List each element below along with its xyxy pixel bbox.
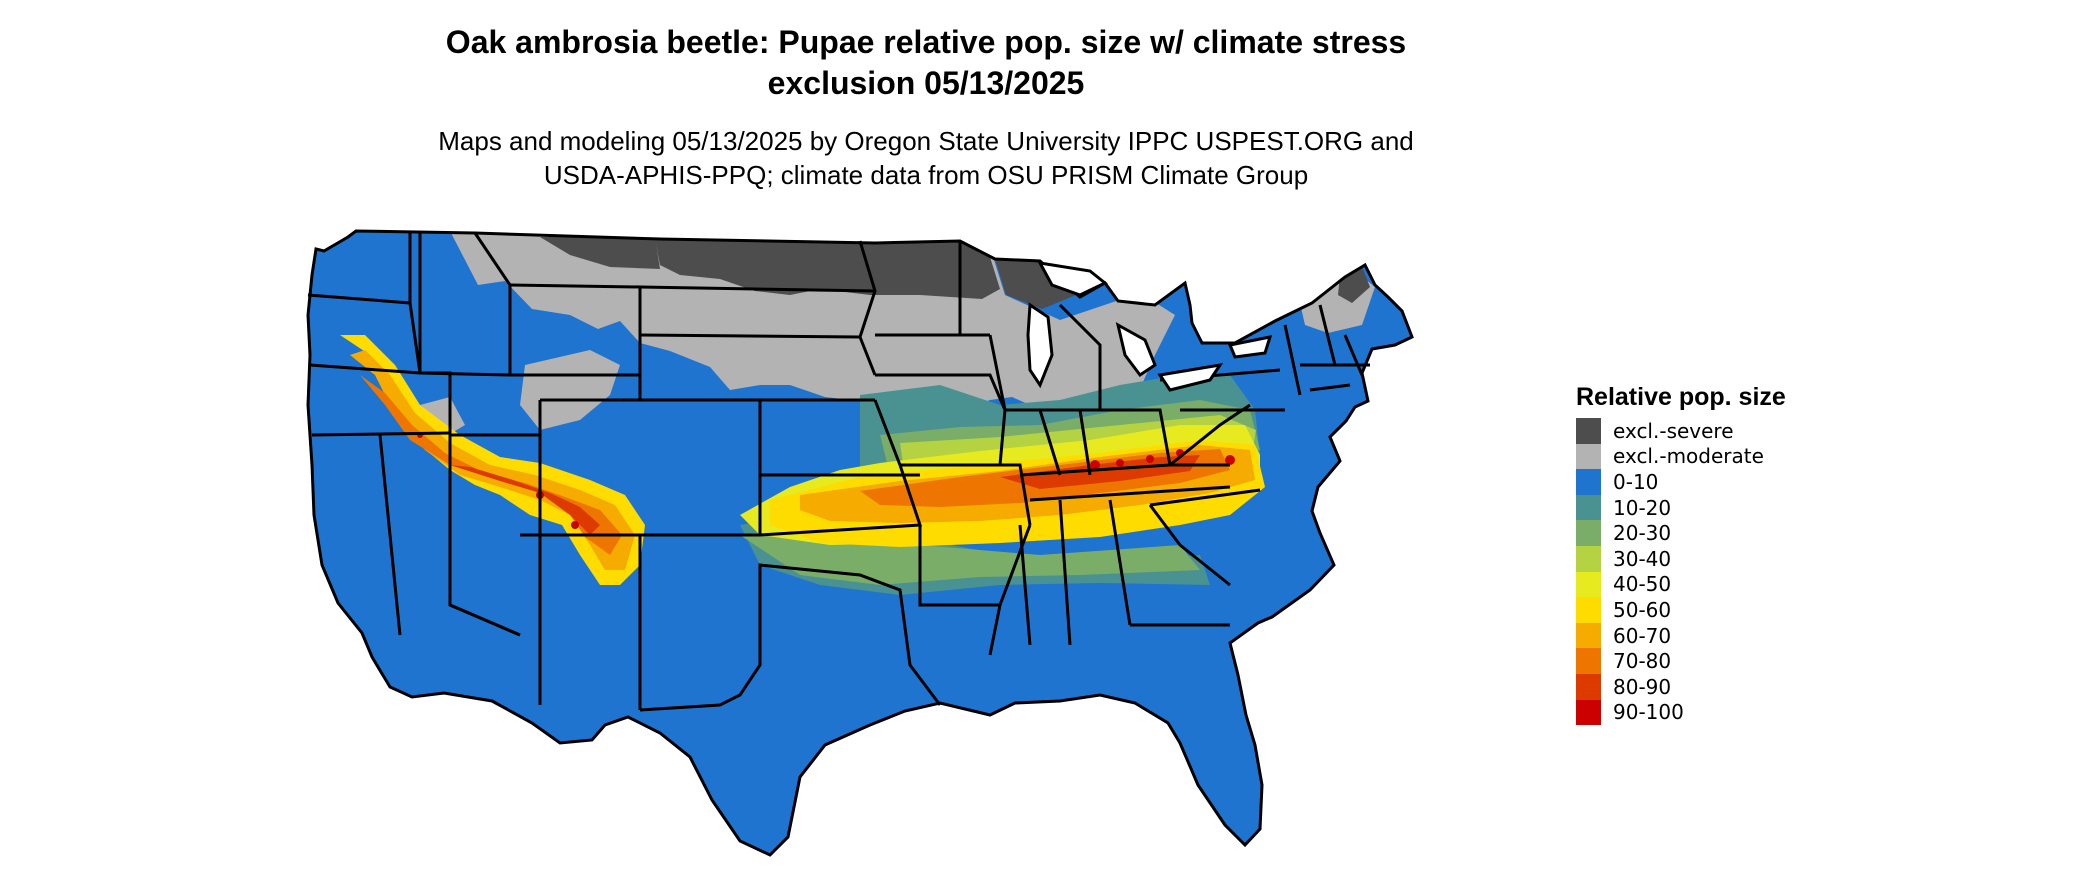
- map-title: Oak ambrosia beetle: Pupae relative pop.…: [0, 22, 1852, 104]
- state-borders: [306, 229, 1414, 857]
- legend-item: 60-70: [1576, 622, 2036, 649]
- legend-label: 10-20: [1613, 495, 1672, 520]
- map-subtitle: Maps and modeling 05/13/2025 by Oregon S…: [0, 124, 1852, 192]
- legend-item: 80-90: [1576, 673, 2036, 700]
- legend-swatch: [1576, 545, 1601, 572]
- legend-swatch: [1576, 699, 1601, 726]
- zone-80-90: [1000, 455, 1200, 489]
- zone-90-100: [417, 432, 1235, 529]
- legend-item: excl.-severe: [1576, 418, 2036, 444]
- legend-label: 0-10: [1613, 469, 1659, 494]
- legend-swatch: [1576, 469, 1601, 495]
- legend-label: 20-30: [1613, 521, 1672, 546]
- legend-label: 60-70: [1613, 623, 1672, 648]
- zone-southwest-warm: [340, 335, 645, 585]
- legend-label: 30-40: [1613, 546, 1672, 571]
- map-subtitle-line-2: USDA-APHIS-PPQ; climate data from OSU PR…: [543, 160, 1309, 190]
- legend-label: 40-50: [1613, 572, 1672, 597]
- legend-item: excl.-moderate: [1576, 443, 2036, 470]
- legend-item: 10-20: [1576, 494, 2036, 521]
- legend-label: excl.-severe: [1613, 418, 1734, 443]
- legend-item: 50-60: [1576, 597, 2036, 623]
- legend-item: 0-10: [1576, 469, 2036, 495]
- legend-swatch: [1576, 443, 1601, 470]
- legend-item: 40-50: [1576, 571, 2036, 598]
- great-lakes: [1026, 261, 1273, 392]
- us-map: [300, 225, 1540, 890]
- map-title-line-1: Oak ambrosia beetle: Pupae relative pop.…: [445, 24, 1407, 60]
- legend-swatch: [1576, 571, 1601, 598]
- legend-item: 20-30: [1576, 520, 2036, 546]
- legend-swatch: [1576, 597, 1601, 623]
- legend-swatch: [1576, 673, 1601, 700]
- map-subtitle-line-1: Maps and modeling 05/13/2025 by Oregon S…: [438, 126, 1414, 156]
- legend: Relative pop. size excl.-severe excl.-mod…: [1576, 380, 2036, 726]
- legend-label: 80-90: [1613, 674, 1672, 699]
- map-title-line-2: exclusion 05/13/2025: [767, 65, 1085, 101]
- legend-swatch: [1576, 648, 1601, 674]
- legend-label: 50-60: [1613, 597, 1672, 622]
- us-map-svg: [306, 229, 1414, 857]
- legend-swatch: [1576, 494, 1601, 521]
- legend-swatch: [1576, 418, 1601, 444]
- legend-label: 90-100: [1613, 700, 1684, 725]
- legend-item: 30-40: [1576, 545, 2036, 572]
- legend-label: 70-80: [1613, 649, 1672, 674]
- legend-title: Relative pop. size: [1576, 383, 1786, 411]
- legend-items: excl.-severe excl.-moderate 0-10 10-20 20-30…: [1576, 418, 2036, 726]
- legend-swatch: [1576, 520, 1601, 546]
- legend-item: 70-80: [1576, 648, 2036, 674]
- legend-item: 90-100: [1576, 699, 2036, 726]
- legend-label: excl.-moderate: [1613, 444, 1764, 469]
- legend-swatch: [1576, 622, 1601, 649]
